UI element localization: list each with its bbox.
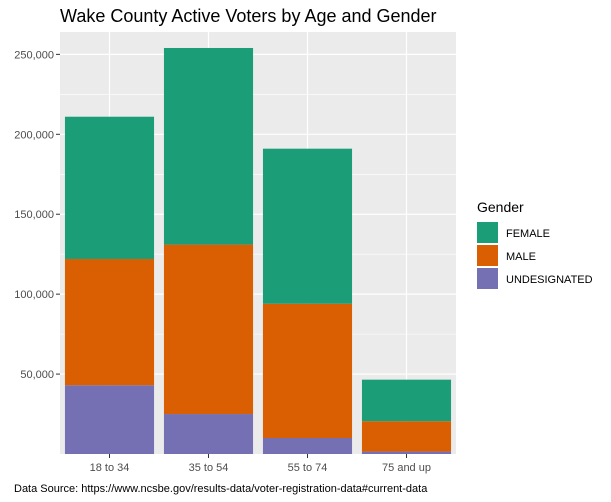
bar-female-1: [64, 116, 155, 259]
chart-title: Wake County Active Voters by Age and Gen…: [60, 6, 437, 26]
bar-undesignated-1: [64, 385, 155, 454]
y-tick-label: 200,000: [14, 129, 54, 141]
bar-male-2: [163, 244, 254, 415]
legend-label-undesignated: UNDESIGNATED: [506, 274, 593, 286]
y-tick-label: 50,000: [20, 369, 54, 381]
bar-undesignated-4: [361, 451, 452, 454]
legend-key-male: [477, 245, 498, 266]
y-tick-label: 250,000: [14, 49, 54, 61]
bar-male-3: [262, 303, 353, 439]
bar-female-3: [262, 148, 353, 304]
legend-title: Gender: [477, 199, 524, 215]
x-tick-label: 18 to 34: [90, 462, 130, 474]
legend-label-male: MALE: [506, 251, 536, 263]
bar-male-4: [361, 421, 452, 452]
x-tick-label: 75 and up: [382, 462, 431, 474]
legend: Gender FEMALE MALE UNDESIGNATED: [477, 199, 593, 289]
x-tick-label: 55 to 74: [288, 462, 328, 474]
bar-female-4: [361, 379, 452, 422]
x-axis: 18 to 34 35 to 54 55 to 74 75 and up: [90, 454, 431, 474]
bar-male-1: [64, 258, 155, 386]
legend-key-female: [477, 222, 498, 243]
x-tick-label: 35 to 54: [189, 462, 229, 474]
y-tick-label: 100,000: [14, 289, 54, 301]
y-axis: 50,000 100,000 150,000 200,000 250,000: [14, 49, 60, 381]
bar-undesignated-2: [163, 414, 254, 454]
bars: [64, 47, 452, 454]
y-tick-label: 150,000: [14, 209, 54, 221]
legend-label-female: FEMALE: [506, 228, 550, 240]
bar-female-2: [163, 47, 254, 245]
data-source-caption: Data Source: https://www.ncsbe.gov/resul…: [14, 483, 428, 495]
bar-undesignated-3: [262, 438, 353, 454]
legend-key-undesignated: [477, 268, 498, 289]
